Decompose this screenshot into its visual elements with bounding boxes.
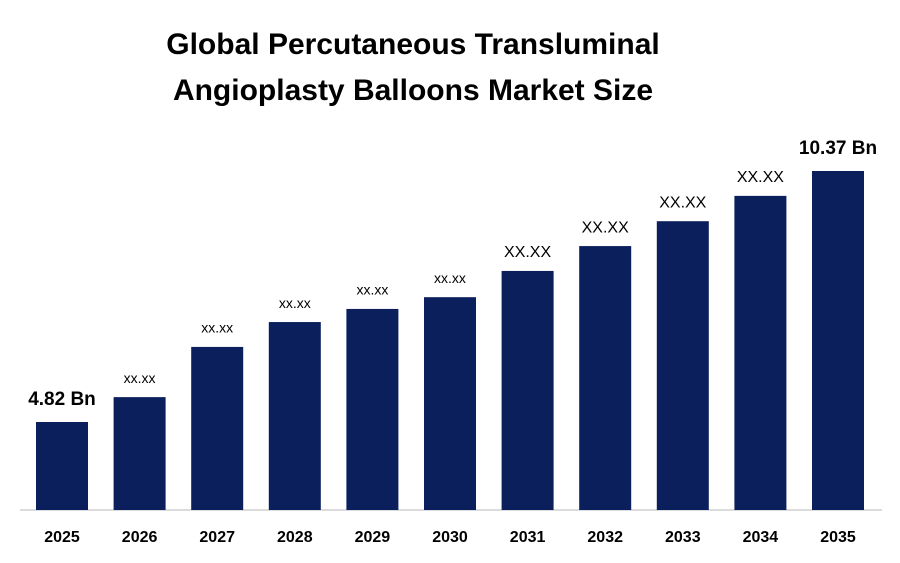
x-tick-label: 2028 bbox=[277, 529, 313, 546]
value-label: xx.xx bbox=[124, 370, 156, 386]
bar bbox=[501, 270, 554, 510]
x-tick-label: 2029 bbox=[355, 529, 391, 546]
x-tick-label: 2026 bbox=[122, 529, 158, 546]
x-tick-label: 2031 bbox=[510, 529, 546, 546]
bar bbox=[812, 171, 864, 510]
bar bbox=[191, 346, 244, 510]
value-label: XX.XX bbox=[504, 244, 551, 261]
bar bbox=[579, 246, 632, 511]
x-tick-label: 2034 bbox=[743, 529, 779, 546]
value-label: XX.XX bbox=[659, 194, 706, 211]
value-label: xx.xx bbox=[356, 282, 388, 298]
bar bbox=[36, 422, 88, 510]
value-label: xx.xx bbox=[279, 295, 311, 311]
chart-title: Angioplasty Balloons Market Size bbox=[173, 74, 653, 107]
x-tick-label: 2027 bbox=[199, 529, 235, 546]
x-tick-label: 2030 bbox=[432, 529, 468, 546]
bar bbox=[113, 397, 166, 510]
x-tick-label: 2035 bbox=[820, 529, 856, 546]
bar bbox=[268, 322, 321, 510]
bar bbox=[656, 221, 709, 510]
value-label: XX.XX bbox=[582, 219, 629, 236]
bar bbox=[424, 297, 476, 510]
chart-title: Global Percutaneous Transluminal bbox=[166, 28, 659, 61]
value-label: xx.xx bbox=[201, 320, 233, 336]
value-label: 10.37 Bn bbox=[799, 138, 877, 159]
x-tick-label: 2033 bbox=[665, 529, 701, 546]
value-label: XX.XX bbox=[737, 169, 784, 186]
bar bbox=[346, 308, 399, 510]
value-label: xx.xx bbox=[434, 270, 466, 286]
x-tick-label: 2032 bbox=[587, 529, 623, 546]
x-tick-label: 2025 bbox=[44, 529, 80, 546]
bar bbox=[734, 195, 787, 510]
value-label: 4.82 Bn bbox=[28, 389, 96, 410]
